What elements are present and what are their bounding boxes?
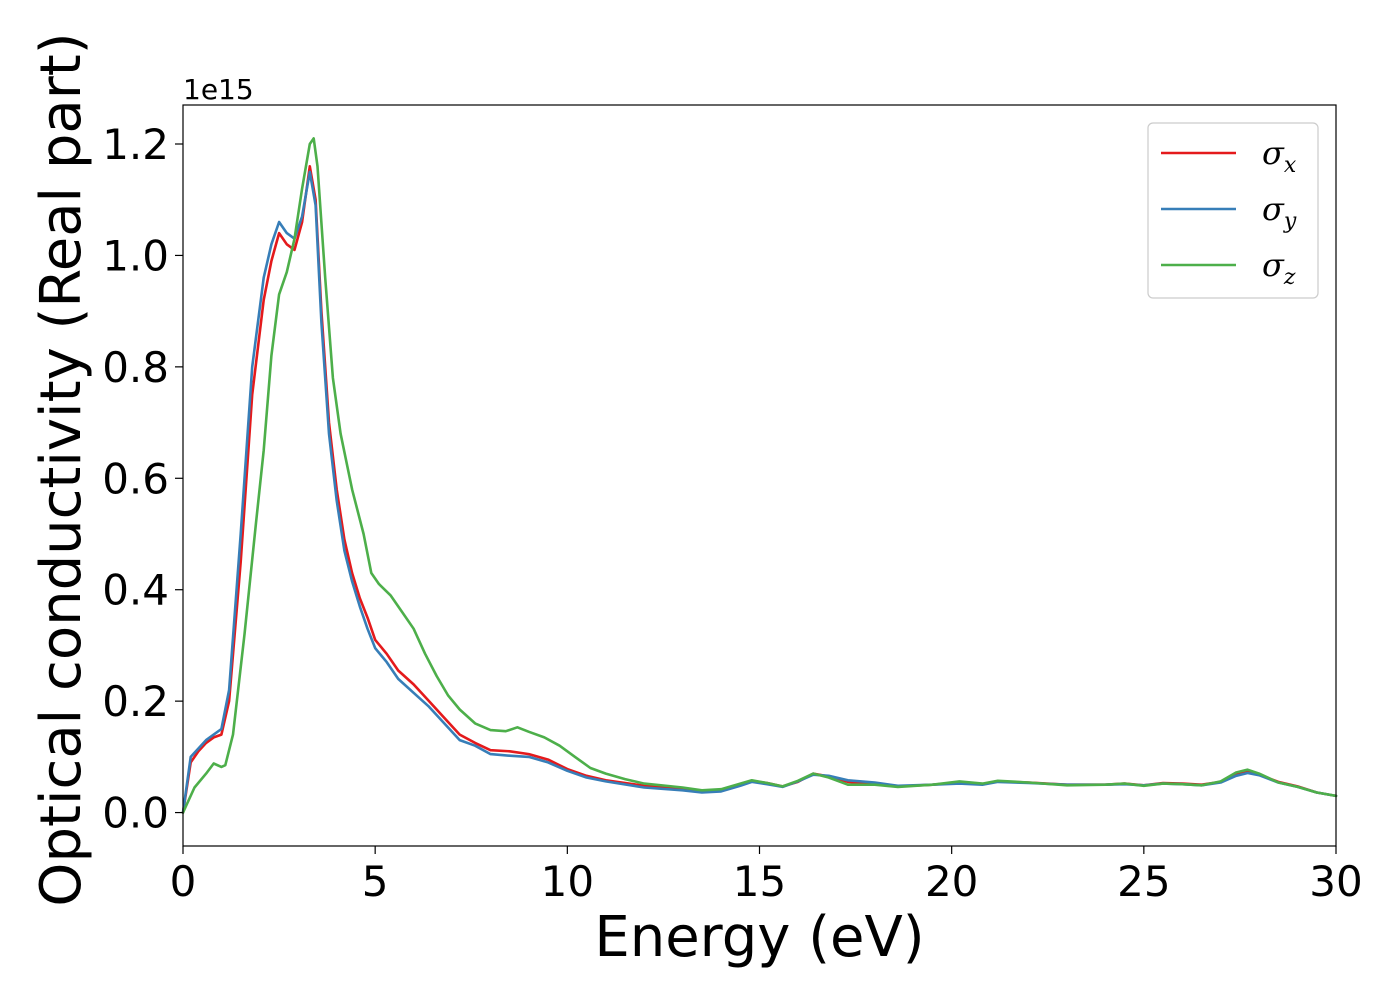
x-axis-ticks: 0 5 10 15 20 25 30 <box>170 846 1363 906</box>
y-tick-label: 0.0 <box>102 789 169 838</box>
y-tick-label: 1.2 <box>102 120 169 169</box>
y-axis-ticks: 0.0 0.2 0.4 0.6 0.8 1.0 1.2 <box>102 120 183 838</box>
x-axis-label: Energy (eV) <box>594 905 924 970</box>
y-offset-label: 1e15 <box>183 73 254 106</box>
x-tick-label: 10 <box>541 857 594 906</box>
legend-box <box>1147 122 1319 299</box>
series-layer <box>181 137 1338 814</box>
y-tick-label: 0.8 <box>102 343 169 392</box>
x-tick-label: 0 <box>170 857 197 906</box>
x-tick-label: 5 <box>362 857 389 906</box>
y-tick-label: 0.2 <box>102 677 169 726</box>
x-tick-label: 25 <box>1117 857 1170 906</box>
x-tick-label: 20 <box>925 857 978 906</box>
y-tick-label: 1.0 <box>102 231 169 280</box>
y-axis-label: Optical conductivity (Real part) <box>29 32 94 906</box>
x-tick-label: 30 <box>1309 857 1362 906</box>
y-tick-label: 0.6 <box>102 454 169 503</box>
x-tick-label: 15 <box>733 857 786 906</box>
y-tick-label: 0.4 <box>102 566 169 615</box>
series-line-z <box>181 137 1338 814</box>
